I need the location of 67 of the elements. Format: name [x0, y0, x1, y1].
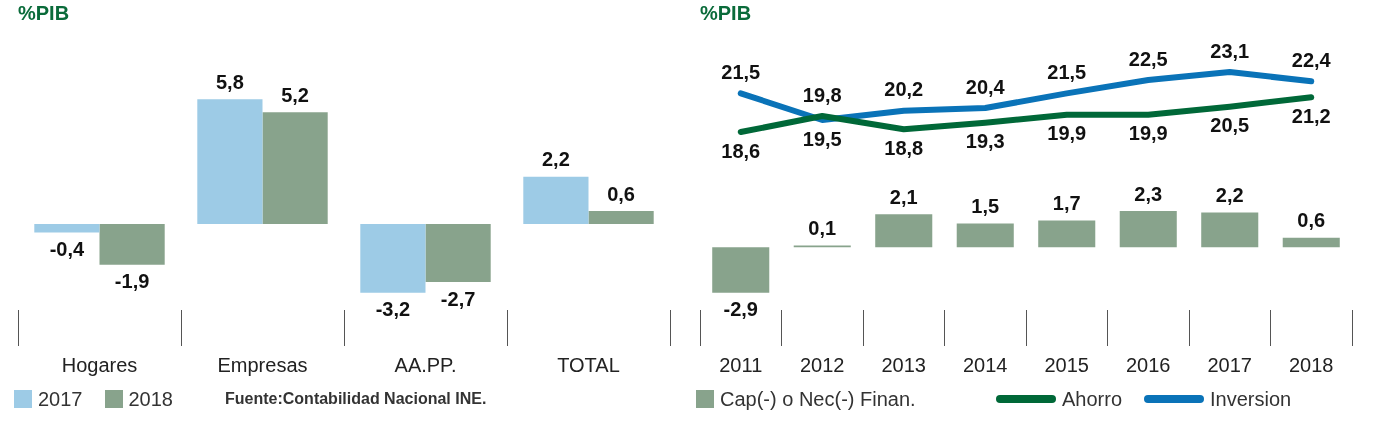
legend-label: Ahorro — [1062, 387, 1123, 411]
data-label: 19,8 — [802, 83, 842, 106]
data-label: 19,3 — [965, 130, 1005, 153]
data-label: -3,2 — [375, 298, 411, 321]
data-label: -2,9 — [723, 298, 758, 321]
data-label: 2,1 — [889, 185, 918, 208]
bar — [956, 223, 1014, 248]
x-tick-label: 2014 — [963, 353, 1008, 376]
data-label: 18,6 — [721, 139, 761, 162]
x-tick-label: 2016 — [1126, 353, 1171, 376]
bar — [262, 112, 328, 224]
data-label: 1,7 — [1052, 191, 1081, 214]
data-label: 23,1 — [1210, 39, 1250, 62]
bar — [99, 224, 165, 265]
data-label: 5,2 — [281, 83, 310, 106]
legend-label: Cap(-) o Nec(-) Finan. — [720, 387, 916, 411]
x-tick-label: TOTAL — [557, 353, 620, 376]
data-label: 21,5 — [721, 60, 761, 83]
data-label: 20,4 — [965, 75, 1006, 98]
bar — [34, 224, 100, 233]
data-label: -2,7 — [440, 287, 476, 310]
data-label: -0,4 — [49, 238, 86, 261]
data-label: 19,9 — [1047, 122, 1087, 145]
bar — [712, 247, 770, 293]
x-tick-label: 2017 — [1207, 353, 1252, 376]
data-label: 2,2 — [541, 148, 570, 171]
bar — [1119, 211, 1177, 248]
x-tick-label: 2018 — [1289, 353, 1334, 376]
data-label: 5,8 — [215, 70, 244, 93]
data-label: -1,9 — [114, 270, 150, 293]
data-label: 20,2 — [884, 78, 924, 101]
data-label: 1,5 — [971, 195, 1000, 218]
bar — [1201, 212, 1259, 248]
source-note: Fuente:Contabilidad Nacional INE. — [225, 390, 487, 408]
data-label: 22,4 — [1291, 48, 1332, 71]
data-label: 0,6 — [607, 182, 636, 205]
data-label: 19,9 — [1128, 122, 1168, 145]
data-label: 2,2 — [1215, 184, 1244, 207]
x-tick-label: Hogares — [61, 353, 138, 376]
bar — [425, 224, 491, 283]
data-label: 0,6 — [1297, 209, 1326, 232]
data-label: 20,5 — [1210, 114, 1250, 137]
x-tick-label: 2013 — [881, 353, 926, 376]
legend-label: 2018 — [128, 387, 173, 411]
legend-label: 2017 — [38, 387, 83, 411]
x-tick-label: AA.PP. — [394, 353, 457, 376]
chart-title: %PIB — [17, 2, 71, 26]
data-label: 21,2 — [1291, 104, 1331, 127]
x-tick-label: Empresas — [217, 353, 308, 376]
chart-title: %PIB — [699, 2, 753, 26]
x-tick-label: 2015 — [1044, 353, 1089, 376]
bar — [1282, 237, 1340, 248]
data-label: 2,3 — [1134, 182, 1163, 205]
bar — [197, 99, 263, 224]
bar — [523, 176, 589, 224]
x-tick-label: 2012 — [800, 353, 845, 376]
data-label: 22,5 — [1128, 47, 1168, 70]
data-label: 18,8 — [884, 136, 924, 159]
data-label: 19,5 — [802, 127, 842, 150]
bar — [360, 224, 426, 293]
x-tick-label: 2011 — [719, 353, 763, 376]
bar — [1038, 220, 1096, 248]
legend-label: Inversion — [1210, 387, 1292, 411]
data-label: 0,1 — [808, 217, 837, 240]
bar — [875, 214, 933, 248]
bar — [588, 211, 654, 224]
data-label: 21,5 — [1047, 60, 1087, 83]
